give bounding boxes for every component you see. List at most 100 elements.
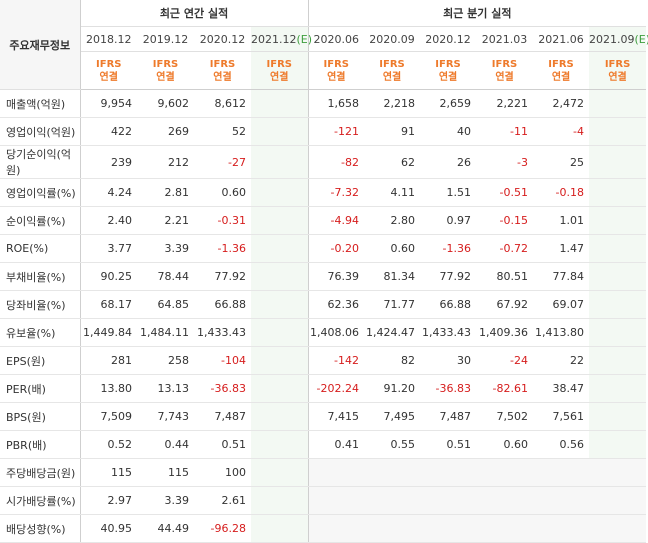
table-row: 유보율(%) 1,449.84 1,484.11 1,433.43 1,408.06 1,… xyxy=(0,318,647,347)
value-cell: 7,509 xyxy=(80,402,137,431)
value-cell: -4 xyxy=(533,117,590,146)
value-cell: -0.31 xyxy=(194,206,251,235)
value-cell: 0.51 xyxy=(194,430,251,459)
value-cell: -1.36 xyxy=(420,234,477,263)
value-cell xyxy=(308,514,365,543)
value-cell: 1,408.06 xyxy=(308,318,365,347)
table-row: BPS(원) 7,509 7,743 7,487 7,415 7,495 7,487 7,50… xyxy=(0,402,647,431)
value-cell: 0.41 xyxy=(308,430,365,459)
value-cell: -0.51 xyxy=(476,178,534,207)
period-label: 2020.12 xyxy=(425,32,471,46)
value-cell: 7,495 xyxy=(364,402,421,431)
accounting-standard-cell: IFRS 연결 xyxy=(420,51,477,90)
value-cell: 40 xyxy=(420,117,477,146)
ifrs-label: IFRS 연결 xyxy=(379,58,405,83)
period-header: 2020.12 xyxy=(420,26,477,52)
value-cell: 0.56 xyxy=(533,430,590,459)
row-label: 매출액(억원) xyxy=(0,89,81,118)
row-label: 부채비율(%) xyxy=(0,262,81,291)
ifrs-label: IFRS 연결 xyxy=(96,58,122,83)
value-cell: 0.60 xyxy=(194,178,251,207)
period-header: 2020.06 xyxy=(308,26,365,52)
value-cell xyxy=(251,486,309,515)
value-cell: 66.88 xyxy=(420,290,477,319)
value-cell: 1.47 xyxy=(533,234,590,263)
value-cell xyxy=(589,290,647,319)
value-cell: 1,449.84 xyxy=(80,318,137,347)
value-cell xyxy=(589,89,647,118)
value-cell xyxy=(476,486,534,515)
value-cell: 2.80 xyxy=(364,206,421,235)
value-cell xyxy=(251,178,309,207)
table-row: 당좌비율(%) 68.17 64.85 66.88 62.36 71.77 66.88 67.… xyxy=(0,290,647,319)
value-cell: 1,413.80 xyxy=(533,318,590,347)
row-label: 영업이익(억원) xyxy=(0,117,81,146)
value-cell: -3 xyxy=(476,145,534,179)
value-cell: -104 xyxy=(194,346,251,375)
value-cell: 4.24 xyxy=(80,178,137,207)
value-cell xyxy=(589,514,647,543)
value-cell: 26 xyxy=(420,145,477,179)
value-cell xyxy=(251,234,309,263)
value-cell: 66.88 xyxy=(194,290,251,319)
period-label: 2021.09 xyxy=(589,32,635,46)
value-cell: 1,484.11 xyxy=(137,318,194,347)
value-cell: 62.36 xyxy=(308,290,365,319)
value-cell: 2.97 xyxy=(80,486,137,515)
value-cell: 40.95 xyxy=(80,514,137,543)
period-header-row: 2018.12 2019.12 2020.12 2021.12(E) 2020.06 20… xyxy=(0,26,648,52)
value-cell xyxy=(364,486,421,515)
value-cell: 2,472 xyxy=(533,89,590,118)
value-cell: -7.32 xyxy=(308,178,365,207)
value-cell xyxy=(589,374,647,403)
period-header: 2019.12 xyxy=(137,26,194,52)
value-cell xyxy=(420,514,477,543)
table-row: 시가배당률(%) 2.97 3.39 2.61 xyxy=(0,486,647,515)
row-label: 시가배당률(%) xyxy=(0,486,81,515)
value-cell: 30 xyxy=(420,346,477,375)
value-cell: 7,561 xyxy=(533,402,590,431)
period-header: 2021.06 xyxy=(533,26,590,52)
value-cell xyxy=(476,514,534,543)
value-cell: 2.21 xyxy=(137,206,194,235)
value-cell: 9,602 xyxy=(137,89,194,118)
value-cell: 77.84 xyxy=(533,262,590,291)
period-label: 2018.12 xyxy=(86,32,132,46)
value-cell: 281 xyxy=(80,346,137,375)
value-cell: 269 xyxy=(137,117,194,146)
value-cell: -36.83 xyxy=(194,374,251,403)
value-cell: 239 xyxy=(80,145,137,179)
value-cell xyxy=(420,458,477,487)
accounting-standard-cell: IFRS 연결 xyxy=(364,51,421,90)
row-label: 영업이익률(%) xyxy=(0,178,81,207)
value-cell: 1.01 xyxy=(533,206,590,235)
table-row: 영업이익률(%) 4.24 2.81 0.60 -7.32 4.11 1.51 -0.51 -0… xyxy=(0,178,647,207)
value-cell xyxy=(589,346,647,375)
value-cell: -24 xyxy=(476,346,534,375)
value-cell: 1,658 xyxy=(308,89,365,118)
value-cell: 82 xyxy=(364,346,421,375)
value-cell: 44.49 xyxy=(137,514,194,543)
accounting-standard-cell: IFRS 연결 xyxy=(137,51,194,90)
table-row: 부채비율(%) 90.25 78.44 77.92 76.39 81.34 77.92 80.… xyxy=(0,262,647,291)
period-header: 2020.12 xyxy=(194,26,251,52)
period-label: 2020.09 xyxy=(369,32,415,46)
value-cell: 3.39 xyxy=(137,234,194,263)
value-cell: 115 xyxy=(137,458,194,487)
value-cell: 7,743 xyxy=(137,402,194,431)
value-cell: 76.39 xyxy=(308,262,365,291)
value-cell: 13.80 xyxy=(80,374,137,403)
value-cell xyxy=(589,234,647,263)
value-cell: 2,659 xyxy=(420,89,477,118)
value-cell: 91 xyxy=(364,117,421,146)
value-cell xyxy=(589,458,647,487)
estimate-marker: (E) xyxy=(296,32,313,46)
period-header: 2021.12(E) xyxy=(251,26,312,52)
value-cell xyxy=(589,206,647,235)
period-header: 2021.03 xyxy=(476,26,534,52)
value-cell: 0.60 xyxy=(476,430,534,459)
table-row: 주당배당금(원) 115 115 100 xyxy=(0,458,647,487)
value-cell: 80.51 xyxy=(476,262,534,291)
period-header: 2020.09 xyxy=(364,26,421,52)
